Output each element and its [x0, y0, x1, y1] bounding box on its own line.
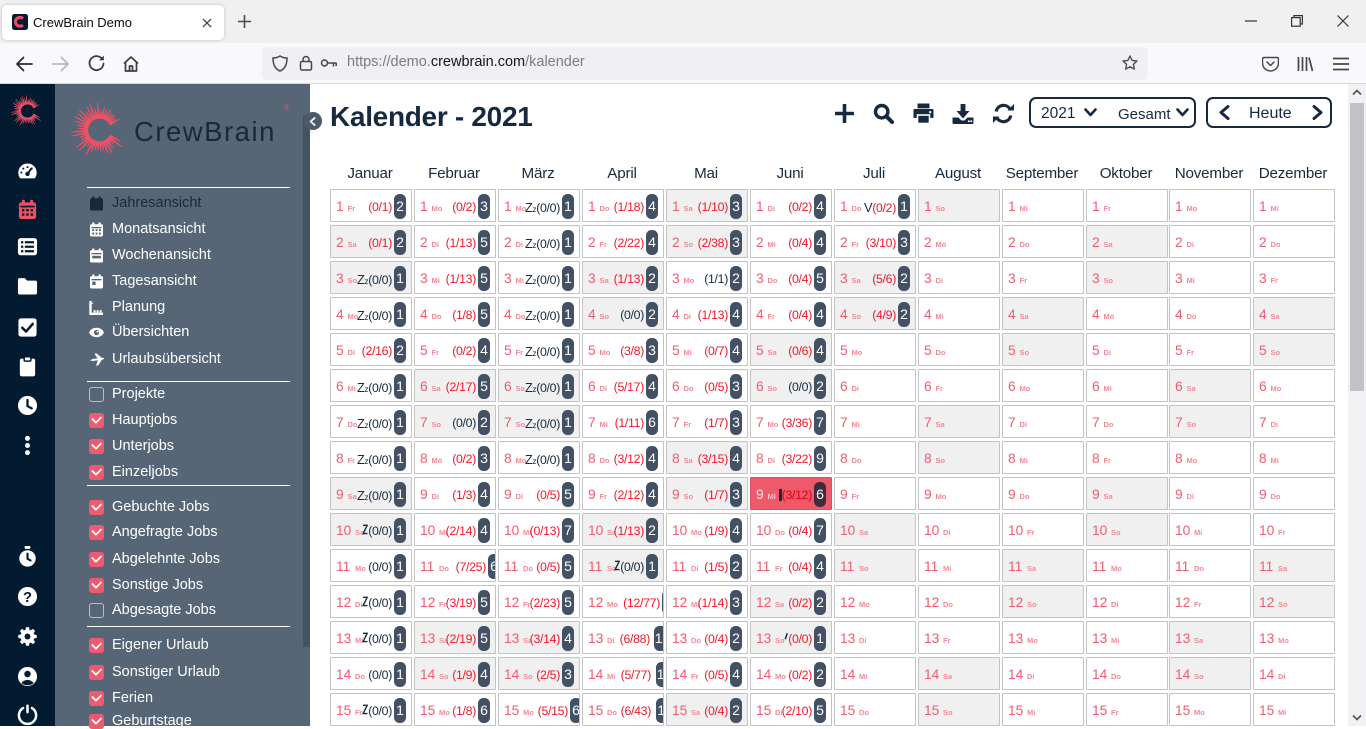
svg-text:?: ?: [23, 589, 32, 605]
